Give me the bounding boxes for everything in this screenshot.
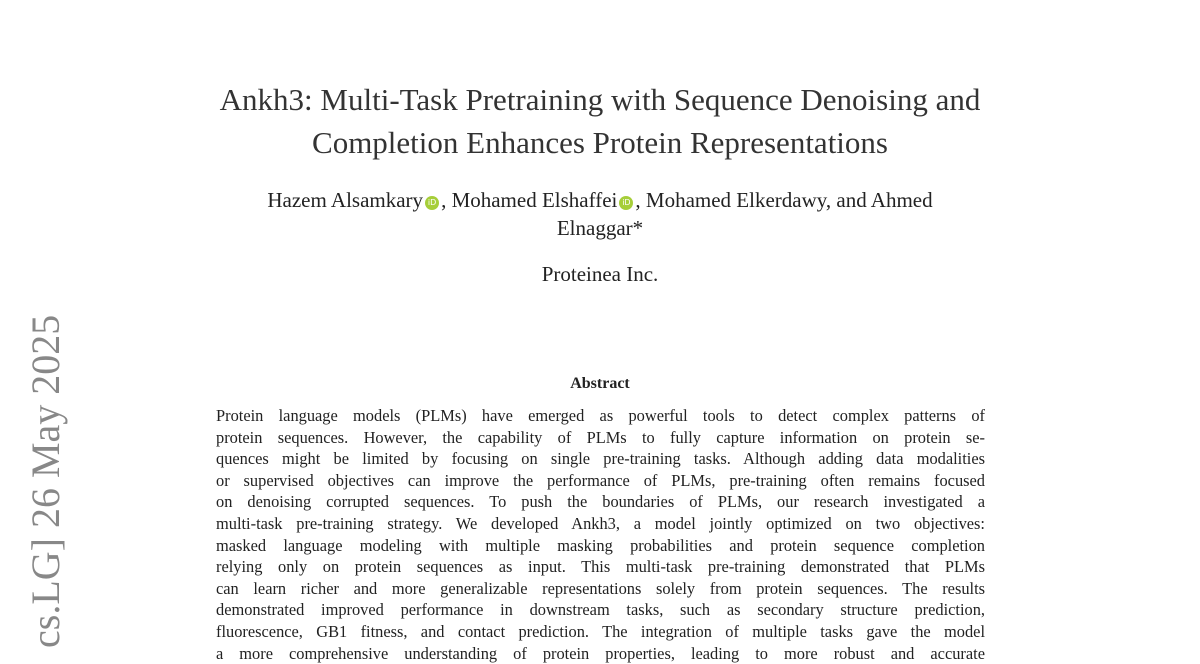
abstract-line: masked language modeling with multiple m… [216, 535, 985, 555]
title-line: Completion Enhances Protein Representati… [312, 125, 888, 160]
author-list: Hazem Alsamkary iD, Mohamed Elshaffei iD, … [267, 188, 933, 240]
abstract-body: Protein language models (PLMs) have emer… [216, 405, 985, 664]
arxiv-stamp: cs.LG] 26 May 2025 [23, 314, 68, 648]
abstract-line: demonstrated improved performance in dow… [216, 600, 985, 620]
abstract-line: multi-task pre-training strategy. We dev… [216, 513, 985, 533]
author: Mohamed Elshaffei [451, 188, 618, 212]
abstract-line: Protein language models (PLMs) have emer… [216, 406, 985, 425]
title-line: Ankh3: Multi-Task Pretraining with Seque… [219, 82, 981, 117]
abstract-line: quences might be limited by focusing on … [216, 449, 985, 469]
abstract-line: or supervised objectives can improve the… [216, 470, 985, 490]
abstract-line: protein sequences. However, the capabili… [216, 427, 985, 447]
author: Elnaggar* [556, 216, 644, 240]
author: Mohamed Elkerdawy, and Ahmed [645, 188, 933, 212]
abstract-line: a more comprehensive understanding of pr… [216, 643, 985, 663]
abstract-line: fluorescence, GB1 fitness, and contact p… [216, 621, 985, 641]
abstract-heading: Abstract [570, 375, 630, 392]
abstract-line: can learn richer and more generalizable … [216, 578, 985, 598]
abstract-line: relying only on protein sequences as inp… [216, 557, 985, 577]
orcid-icon[interactable]: iD [425, 196, 440, 210]
abstract-line: on denoising corrupted sequences. To pus… [216, 492, 985, 512]
author: Hazem Alsamkary [267, 188, 424, 212]
affiliation: Proteinea Inc. [541, 262, 659, 286]
orcid-icon[interactable]: iD [619, 196, 634, 210]
paper-title: Ankh3: Multi-Task Pretraining with Seque… [0, 78, 1200, 164]
